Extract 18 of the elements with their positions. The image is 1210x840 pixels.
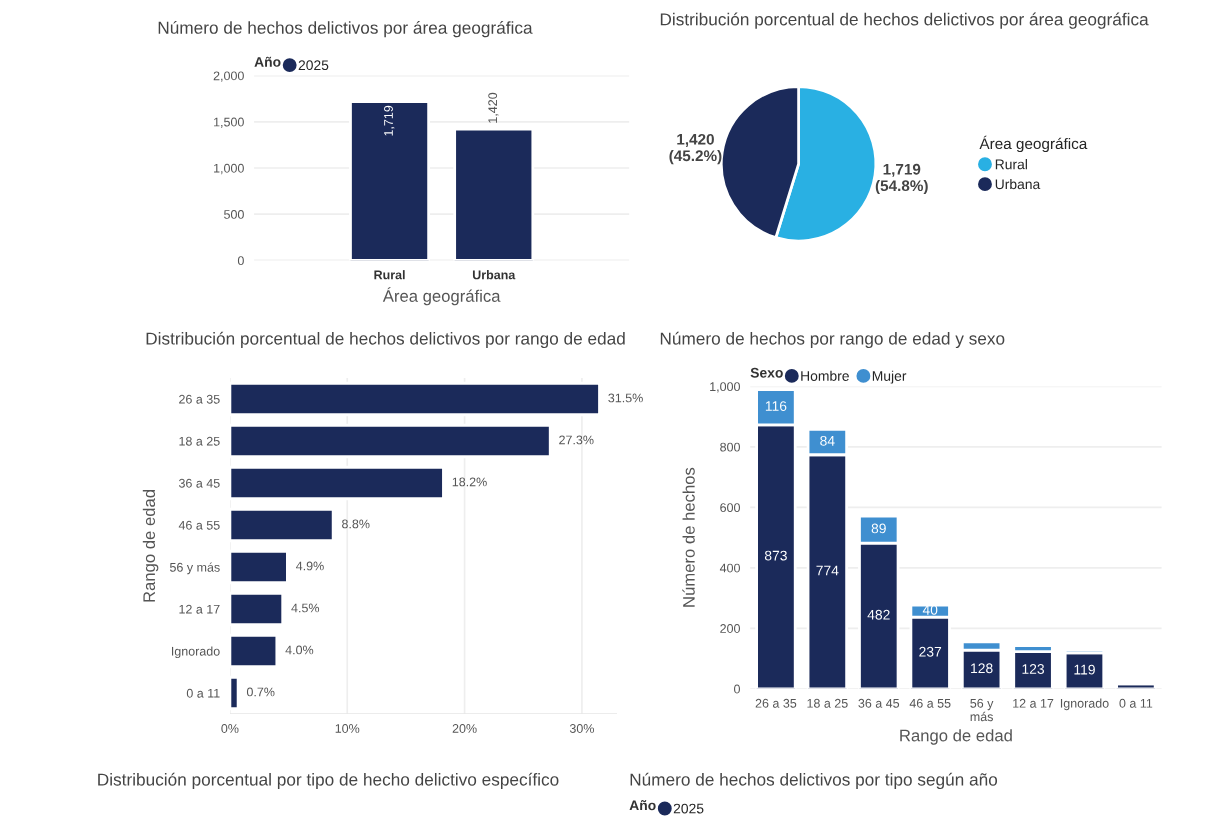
bar — [229, 549, 289, 585]
bar — [229, 675, 240, 711]
text: Número de hechos delictivos por tipo según año — [630, 772, 998, 790]
bar — [229, 633, 279, 669]
bar — [229, 381, 601, 417]
chart-title: Distribución porcentual de hechos delictivos por rango de edad — [146, 331, 625, 349]
bar — [229, 465, 445, 501]
y-axis-title: Rango de edad — [142, 490, 159, 602]
bar — [229, 507, 335, 543]
chart-title: Número de hechos delictivos por área geográfica — [158, 21, 533, 38]
chart-title: Distribución porcentual de hechos delictivos por área geográfica — [660, 12, 1149, 29]
bar — [229, 423, 552, 459]
y-axis-title: Número de hechos — [682, 467, 695, 607]
bar — [229, 591, 285, 627]
text: Distribución porcentual por tipo de hecho delictivo específico — [98, 772, 559, 790]
x-axis-title: Rango de edad — [900, 729, 1012, 745]
chart-title: Número de hechos por rango de edad y sexo — [660, 331, 1005, 349]
x-axis-title: Área geográfica — [382, 287, 501, 306]
